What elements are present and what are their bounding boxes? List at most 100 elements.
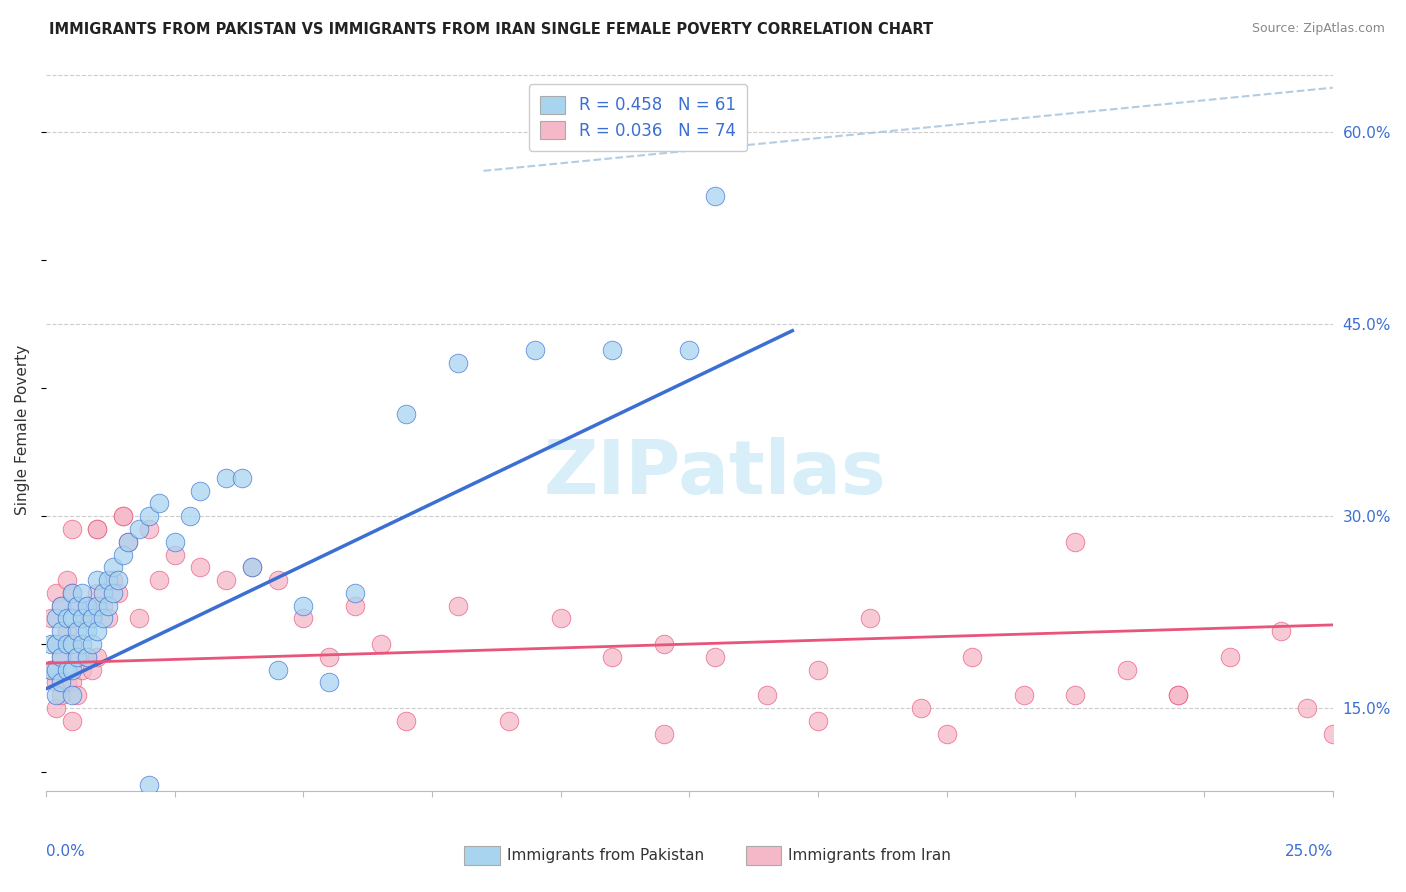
Point — [107, 573, 129, 587]
Point — [60, 586, 83, 600]
Point — [86, 522, 108, 536]
Point — [70, 586, 93, 600]
Text: ZIPatlas: ZIPatlas — [544, 437, 886, 509]
Point — [66, 599, 89, 613]
Point — [678, 343, 700, 357]
Point — [45, 663, 67, 677]
Point — [66, 649, 89, 664]
Point — [600, 343, 623, 357]
Point — [652, 726, 675, 740]
Point — [935, 726, 957, 740]
Y-axis label: Single Female Poverty: Single Female Poverty — [15, 344, 30, 515]
Point — [128, 522, 150, 536]
Point — [190, 560, 212, 574]
Text: Source: ZipAtlas.com: Source: ZipAtlas.com — [1251, 22, 1385, 36]
Point — [60, 586, 83, 600]
Point — [45, 675, 67, 690]
Point — [60, 611, 83, 625]
Point — [39, 637, 62, 651]
Point — [858, 611, 880, 625]
Point — [60, 714, 83, 728]
Point — [1064, 534, 1087, 549]
Point — [179, 509, 201, 524]
Point — [51, 649, 73, 664]
Point — [1296, 701, 1319, 715]
Point — [447, 599, 470, 613]
Point — [51, 649, 73, 664]
Point — [292, 599, 315, 613]
Point — [70, 611, 93, 625]
Point — [66, 599, 89, 613]
Point — [395, 714, 418, 728]
Point — [45, 637, 67, 651]
Point — [807, 663, 830, 677]
Point — [318, 675, 340, 690]
Point — [550, 611, 572, 625]
Point — [51, 624, 73, 639]
Point — [1219, 649, 1241, 664]
Point — [45, 611, 67, 625]
Point — [51, 599, 73, 613]
Legend: R = 0.458   N = 61, R = 0.036   N = 74: R = 0.458 N = 61, R = 0.036 N = 74 — [529, 84, 747, 152]
Point — [343, 599, 366, 613]
Point — [60, 637, 83, 651]
Point — [148, 573, 170, 587]
Point — [86, 586, 108, 600]
Point — [318, 649, 340, 664]
Point — [498, 714, 520, 728]
Point — [55, 675, 77, 690]
Point — [266, 573, 288, 587]
Point — [652, 637, 675, 651]
Point — [1115, 663, 1137, 677]
Point — [112, 509, 135, 524]
Point — [343, 586, 366, 600]
Point — [76, 649, 98, 664]
Point — [66, 649, 89, 664]
Text: 0.0%: 0.0% — [46, 845, 84, 859]
Point — [55, 663, 77, 677]
Point — [82, 637, 104, 651]
Point — [1322, 726, 1344, 740]
Point — [97, 573, 120, 587]
Point — [76, 649, 98, 664]
Point — [91, 599, 114, 613]
Point — [292, 611, 315, 625]
Point — [240, 560, 263, 574]
Point — [76, 599, 98, 613]
Point — [76, 624, 98, 639]
Point — [138, 522, 160, 536]
Point — [60, 688, 83, 702]
Point — [101, 573, 124, 587]
Point — [600, 649, 623, 664]
Point — [215, 573, 238, 587]
Point — [117, 534, 139, 549]
Point — [1167, 688, 1189, 702]
Point — [112, 509, 135, 524]
Point — [60, 637, 83, 651]
Point — [112, 548, 135, 562]
Point — [231, 471, 253, 485]
Point — [215, 471, 238, 485]
Text: Immigrants from Pakistan: Immigrants from Pakistan — [506, 848, 704, 863]
Point — [55, 573, 77, 587]
Point — [101, 560, 124, 574]
Point — [190, 483, 212, 498]
Point — [1270, 624, 1292, 639]
Text: IMMIGRANTS FROM PAKISTAN VS IMMIGRANTS FROM IRAN SINGLE FEMALE POVERTY CORRELATI: IMMIGRANTS FROM PAKISTAN VS IMMIGRANTS F… — [49, 22, 934, 37]
Point — [55, 611, 77, 625]
Point — [70, 611, 93, 625]
Point — [39, 663, 62, 677]
Point — [86, 522, 108, 536]
Point — [755, 688, 778, 702]
Point — [60, 663, 83, 677]
Point — [39, 663, 62, 677]
Point — [266, 663, 288, 677]
Point — [97, 599, 120, 613]
Point — [82, 611, 104, 625]
Point — [807, 714, 830, 728]
Point — [1012, 688, 1035, 702]
Point — [45, 701, 67, 715]
Point — [91, 611, 114, 625]
Point — [240, 560, 263, 574]
Point — [117, 534, 139, 549]
